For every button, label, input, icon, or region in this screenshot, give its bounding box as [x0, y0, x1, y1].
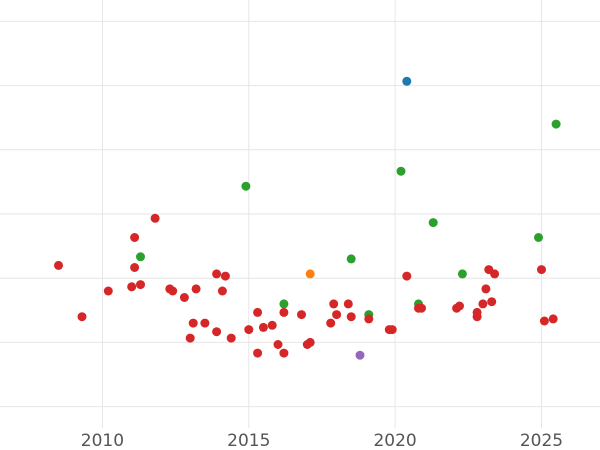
data-point-s4-31: [326, 318, 336, 328]
data-point-s1-7: [457, 269, 467, 279]
data-point-s4-21: [253, 307, 263, 317]
data-point-s1-3: [428, 218, 438, 228]
data-point-s4-6: [136, 280, 145, 290]
grid-lines: [0, 0, 600, 428]
data-point-s4-32: [329, 299, 339, 309]
data-point-s4-28: [297, 310, 306, 320]
data-point-s0-0: [402, 76, 412, 86]
data-point-s4-45: [472, 307, 482, 317]
data-point-s4-14: [200, 318, 210, 328]
data-point-s4-27: [279, 307, 289, 317]
data-point-s4-50: [490, 269, 500, 279]
data-point-s4-53: [548, 314, 558, 324]
data-point-s4-15: [212, 327, 222, 337]
data-point-s4-24: [267, 320, 277, 330]
data-point-s4-12: [188, 318, 198, 328]
data-point-s4-36: [364, 314, 374, 324]
x-tick-labels: 2010 2015 2020 2025: [81, 431, 563, 450]
data-point-s4-11: [185, 333, 195, 343]
data-point-s4-9: [168, 286, 178, 296]
data-point-s4-23: [258, 322, 268, 332]
data-point-s1-4: [534, 233, 543, 242]
data-point-s4-7: [150, 213, 160, 223]
data-point-s4-35: [346, 312, 356, 322]
x-tick-label-2010: 2010: [81, 431, 124, 450]
data-point-s4-46: [478, 299, 488, 309]
data-point-s1-1: [396, 166, 406, 176]
data-point-s4-38: [387, 325, 397, 335]
data-point-s4-22: [253, 348, 263, 358]
data-point-s1-0: [551, 119, 561, 129]
data-point-s2-0: [305, 269, 315, 279]
data-point-s4-5: [130, 263, 140, 272]
data-point-s4-34: [343, 299, 353, 309]
data-point-s1-8: [279, 299, 289, 309]
data-point-s4-2: [103, 286, 113, 296]
data-point-s4-18: [220, 271, 230, 281]
x-tick-label-2015: 2015: [227, 431, 270, 450]
data-point-s1-2: [241, 181, 251, 191]
data-point-s4-19: [226, 333, 236, 343]
data-point-s4-20: [244, 325, 254, 335]
data-point-s1-6: [346, 254, 356, 264]
data-point-s4-4: [130, 233, 140, 242]
data-point-s4-51: [537, 265, 546, 275]
data-point-s4-3: [127, 282, 137, 292]
data-points: [54, 76, 561, 360]
data-point-s4-1: [77, 312, 87, 322]
data-point-s4-39: [402, 271, 412, 281]
data-point-s4-10: [179, 293, 189, 302]
data-point-s4-49: [487, 297, 497, 307]
data-point-s1-5: [136, 252, 145, 262]
data-point-s3-0: [355, 350, 365, 360]
data-point-s4-16: [212, 269, 222, 279]
data-point-s4-52: [539, 316, 549, 326]
data-point-s4-25: [273, 340, 283, 349]
x-tick-label-2020: 2020: [373, 431, 416, 450]
data-point-s4-33: [332, 310, 342, 320]
data-point-s4-17: [217, 286, 227, 296]
x-tick-label-2025: 2025: [520, 431, 563, 450]
data-point-s4-13: [191, 284, 201, 294]
data-point-s4-0: [54, 260, 63, 270]
data-point-s4-43: [455, 301, 464, 311]
data-point-s4-47: [481, 284, 491, 294]
data-point-s4-26: [279, 348, 289, 358]
data-point-s4-30: [305, 337, 315, 347]
data-point-s4-41: [417, 303, 426, 313]
